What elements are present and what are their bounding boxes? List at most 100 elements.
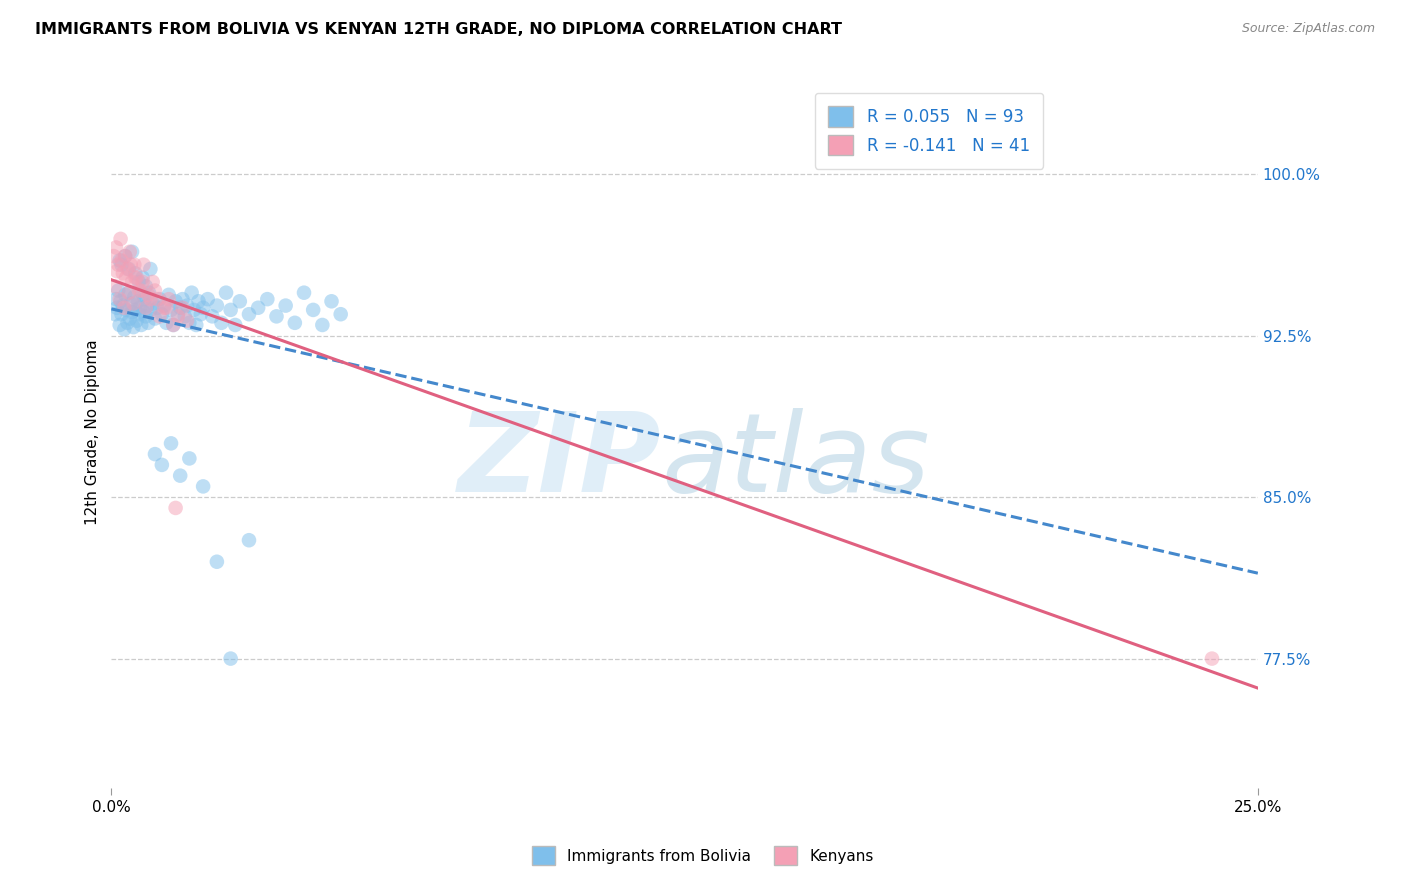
Point (115, 302, 138, 317)
Text: IMMIGRANTS FROM BOLIVIA VS KENYAN 12TH GRADE, NO DIPLOMA CORRELATION CHART: IMMIGRANTS FROM BOLIVIA VS KENYAN 12TH G… (35, 22, 842, 37)
Point (136, 288, 159, 302)
Point (219, 651, 242, 665)
Point (256, 292, 278, 306)
Point (329, 307, 352, 321)
Point (205, 299, 228, 313)
Point (274, 299, 297, 313)
Point (136, 299, 159, 313)
Point (1201, 651, 1223, 665)
Point (139, 292, 162, 306)
Point (108, 292, 131, 306)
Point (124, 258, 146, 272)
Point (128, 307, 150, 321)
Point (139, 262, 162, 277)
Point (215, 285, 238, 300)
Point (169, 468, 191, 483)
Text: Source: ZipAtlas.com: Source: ZipAtlas.com (1241, 22, 1375, 36)
Point (148, 292, 170, 306)
Point (321, 294, 343, 309)
Point (157, 288, 180, 302)
Point (105, 264, 128, 278)
Point (124, 266, 146, 280)
Point (104, 307, 127, 321)
Point (169, 301, 191, 315)
Point (172, 292, 194, 306)
Point (125, 270, 148, 285)
Point (155, 316, 177, 330)
Point (150, 307, 173, 321)
Point (124, 290, 146, 304)
Point (120, 258, 142, 272)
Point (238, 533, 260, 548)
Point (205, 555, 228, 569)
Point (134, 292, 156, 306)
Point (124, 270, 146, 285)
Point (146, 292, 169, 306)
Point (128, 284, 150, 298)
Point (111, 266, 134, 280)
Point (153, 299, 176, 313)
Point (179, 451, 201, 466)
Point (121, 275, 143, 289)
Point (121, 305, 143, 319)
Point (112, 301, 135, 315)
Point (143, 284, 166, 298)
Point (165, 500, 187, 515)
Point (118, 311, 141, 326)
Point (138, 285, 160, 300)
Point (284, 316, 307, 330)
Point (167, 307, 190, 321)
Point (311, 318, 333, 332)
Point (143, 447, 166, 461)
Point (127, 294, 149, 309)
Point (108, 318, 131, 332)
Point (132, 305, 155, 319)
Point (186, 318, 208, 332)
Point (120, 296, 142, 310)
Point (135, 310, 157, 324)
Point (165, 294, 187, 309)
Point (117, 262, 139, 277)
Point (131, 275, 153, 289)
Point (191, 479, 214, 493)
Point (162, 318, 184, 332)
Point (190, 307, 212, 321)
Point (114, 249, 136, 263)
Point (179, 316, 201, 330)
Point (135, 279, 157, 293)
Point (219, 302, 242, 317)
Point (121, 244, 143, 259)
Point (143, 311, 166, 326)
Point (128, 301, 150, 315)
Text: ZIP: ZIP (458, 408, 662, 515)
Point (187, 294, 209, 309)
Point (110, 294, 132, 309)
Point (122, 320, 145, 334)
Legend: R = 0.055   N = 93, R = -0.141   N = 41: R = 0.055 N = 93, R = -0.141 N = 41 (815, 93, 1043, 169)
Point (107, 258, 129, 272)
Point (183, 302, 205, 317)
Point (124, 302, 146, 317)
Point (122, 296, 145, 310)
Point (224, 318, 246, 332)
Point (115, 270, 138, 285)
Legend: Immigrants from Bolivia, Kenyans: Immigrants from Bolivia, Kenyans (526, 840, 880, 871)
Point (172, 301, 194, 315)
Point (176, 299, 198, 313)
Point (155, 301, 177, 315)
Point (150, 458, 173, 472)
Point (108, 253, 131, 268)
Point (266, 310, 288, 324)
Point (114, 288, 136, 302)
Point (191, 301, 214, 315)
Point (110, 258, 132, 272)
Point (118, 285, 141, 300)
Point (157, 292, 180, 306)
Point (167, 310, 190, 324)
Point (107, 284, 129, 298)
Point (110, 232, 132, 246)
Point (129, 284, 152, 298)
Point (131, 288, 153, 302)
Point (160, 302, 183, 317)
Point (292, 285, 315, 300)
